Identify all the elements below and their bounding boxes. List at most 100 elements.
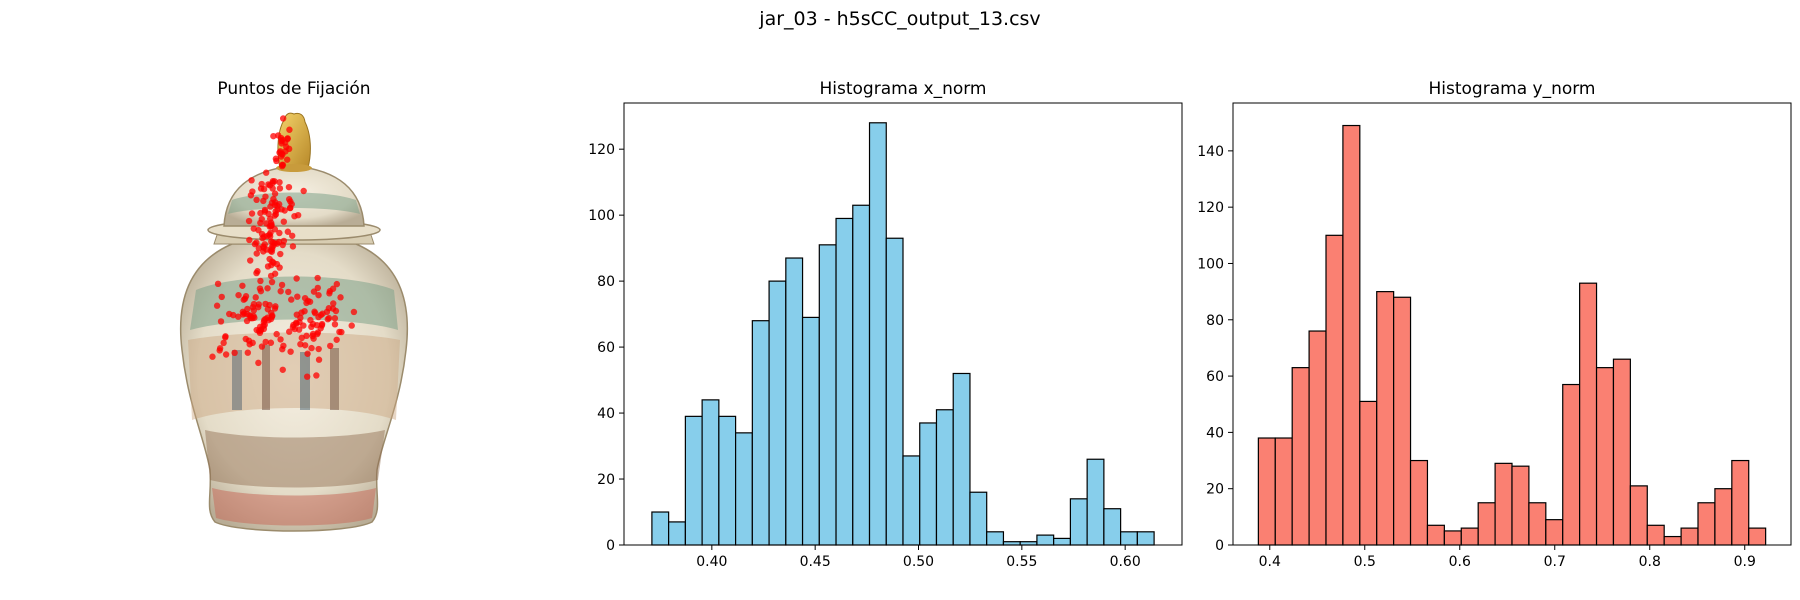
histogram-bar xyxy=(1460,527,1479,546)
fixation-point xyxy=(270,132,277,140)
fixation-point xyxy=(235,313,242,320)
plot-frame xyxy=(623,102,1183,546)
histogram-bar xyxy=(902,455,921,546)
fixation-point xyxy=(264,306,272,313)
histogram-bar xyxy=(1714,488,1733,546)
histogram-bar xyxy=(818,244,837,546)
fixation-point xyxy=(315,356,323,363)
histogram-bar xyxy=(1136,531,1155,546)
histogram-bar xyxy=(919,422,938,546)
fixation-point xyxy=(276,229,283,237)
fixation-point xyxy=(309,332,316,340)
fixation-point xyxy=(286,126,293,133)
fixation-point xyxy=(276,185,284,192)
histogram-bar xyxy=(868,122,887,546)
fixation-point xyxy=(280,237,288,245)
histogram-bar xyxy=(668,521,686,546)
y-tick-label: 40 xyxy=(1206,425,1224,441)
histogram-bar xyxy=(1257,437,1276,546)
fixation-point xyxy=(278,150,286,157)
histogram-bar xyxy=(1103,508,1122,546)
fixation-point xyxy=(331,315,339,322)
x-tick-label: 0.60 xyxy=(1110,554,1141,570)
histogram-bar xyxy=(835,217,854,546)
histogram-bar xyxy=(1646,524,1665,546)
histogram-bar xyxy=(801,316,820,546)
y-tick-label: 100 xyxy=(588,208,615,224)
fixation-point xyxy=(284,135,291,143)
fixation-point xyxy=(324,316,332,323)
fixation-point xyxy=(298,334,305,342)
fixation-point xyxy=(323,308,331,316)
fixation-point xyxy=(239,282,246,289)
y-tick-label: 60 xyxy=(597,340,615,356)
fixation-point xyxy=(287,348,294,355)
fixation-point xyxy=(252,294,259,301)
fixation-point xyxy=(286,328,293,335)
histogram-bar xyxy=(651,511,670,546)
fixation-point xyxy=(265,210,272,218)
x-tick-label: 0.9 xyxy=(1734,554,1756,570)
fixation-point xyxy=(301,307,308,315)
fixation-point xyxy=(260,197,267,205)
y-tick-label: 20 xyxy=(1206,482,1224,498)
fixation-point xyxy=(242,335,249,343)
fixation-point xyxy=(270,195,277,203)
fixation-point xyxy=(273,157,280,165)
fixation-point xyxy=(262,338,269,346)
histogram-bar xyxy=(1342,124,1361,546)
fixation-point xyxy=(250,225,258,232)
fixation-point xyxy=(248,210,256,217)
fixation-point xyxy=(277,250,284,258)
fixation-point xyxy=(257,287,265,295)
fixation-point xyxy=(222,334,229,341)
fixation-point xyxy=(276,264,283,271)
fixation-point xyxy=(248,177,255,184)
histogram-bar xyxy=(1697,502,1716,546)
y-tick-label: 0 xyxy=(1215,538,1224,554)
fixation-point xyxy=(331,321,339,328)
fixation-point xyxy=(336,328,343,336)
histogram-bar xyxy=(718,415,737,546)
fixation-point xyxy=(293,275,300,282)
histogram-x-norm-axes: 0.40 0.45 0.50 0.55 0.60 0 20 40 60 80 100 120 xyxy=(588,102,1183,570)
fixation-point xyxy=(258,215,265,223)
fixation-point xyxy=(304,350,311,357)
x-tick-label: 0.5 xyxy=(1354,554,1376,570)
y-tick-label: 120 xyxy=(1197,200,1224,216)
histogram-bar xyxy=(885,237,904,546)
fixation-point xyxy=(255,301,263,308)
fixation-point xyxy=(260,322,267,330)
fixation-point xyxy=(246,236,253,244)
fixation-point xyxy=(217,318,225,325)
fixation-point xyxy=(278,162,286,170)
histogram-bar xyxy=(1393,296,1412,546)
histogram-bar xyxy=(1612,358,1631,546)
histogram-bar xyxy=(1274,437,1293,546)
fixation-point xyxy=(333,336,340,343)
histogram-bar xyxy=(952,372,971,546)
fixation-point xyxy=(280,342,287,349)
fixation-point xyxy=(333,280,341,288)
fixation-point xyxy=(276,179,283,186)
y-tick-label: 60 xyxy=(1206,369,1224,385)
fixation-point xyxy=(249,339,256,347)
y-tick-label: 120 xyxy=(588,142,615,158)
y-tick-label: 140 xyxy=(1197,144,1224,160)
histogram-bar xyxy=(1629,485,1648,546)
fixation-point xyxy=(348,322,355,329)
y-tick-label: 0 xyxy=(606,538,615,554)
fixation-point xyxy=(278,281,286,289)
fixation-point xyxy=(273,330,280,338)
histogram-bar xyxy=(1308,330,1327,546)
histogram-bar xyxy=(1595,367,1615,546)
fixation-point xyxy=(218,293,225,301)
fixation-point xyxy=(246,312,253,319)
fixation-point xyxy=(277,288,284,295)
fixation-point xyxy=(277,336,284,343)
fixation-point xyxy=(244,349,252,356)
fixation-point xyxy=(253,196,260,204)
plot-frame xyxy=(1232,102,1792,546)
histogram-bar xyxy=(1325,234,1344,546)
